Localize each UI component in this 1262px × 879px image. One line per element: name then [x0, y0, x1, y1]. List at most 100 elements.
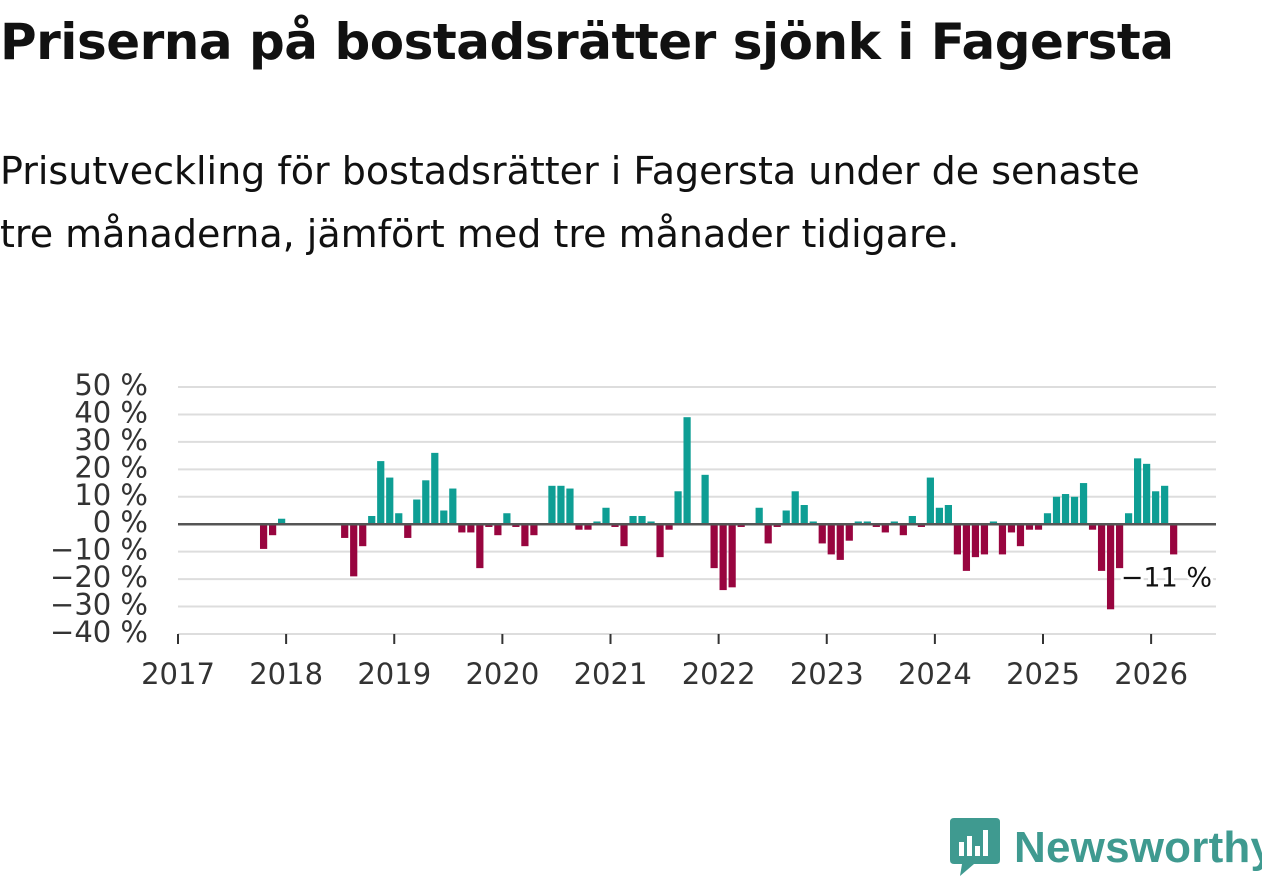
bar [1097, 524, 1106, 571]
bar [431, 452, 439, 525]
bar [611, 524, 619, 527]
bar [737, 524, 745, 527]
y-tick-label: −30 % [50, 588, 148, 622]
bar [503, 513, 511, 525]
bar [881, 524, 889, 533]
bar [710, 524, 718, 569]
bar [827, 524, 835, 555]
bar [413, 499, 421, 525]
bar [998, 524, 1007, 555]
bar [845, 524, 853, 541]
y-tick-label: 20 % [74, 450, 148, 484]
bar [548, 485, 556, 525]
bar [1143, 463, 1151, 525]
bar [584, 524, 592, 530]
bar [629, 515, 637, 525]
bar [962, 524, 971, 571]
y-tick-label: 0 % [93, 505, 148, 539]
bar [521, 524, 529, 547]
bar [404, 524, 412, 538]
bar [494, 524, 502, 536]
y-tick-label: 10 % [74, 478, 148, 512]
bar [422, 480, 430, 525]
bar [1052, 496, 1061, 525]
chart-subtitle: Prisutveckling för bostadsrätter i Fager… [0, 149, 1140, 256]
y-tick-label: −40 % [50, 615, 148, 649]
bar [764, 524, 772, 544]
x-tick-label: 2017 [141, 657, 215, 691]
x-tick-label: 2021 [574, 657, 648, 691]
y-tick-label: 40 % [74, 395, 148, 429]
bar [440, 510, 448, 525]
bar [656, 524, 664, 558]
annotations: −11 % [1118, 560, 1215, 597]
bar [791, 491, 799, 525]
bar [944, 505, 952, 525]
bar [1106, 524, 1115, 610]
bar [1152, 491, 1160, 525]
x-tick-label: 2022 [682, 657, 756, 691]
bar [278, 518, 286, 525]
bar [935, 507, 943, 525]
bar [566, 488, 574, 525]
bar [359, 524, 367, 547]
bar-chart: 50 %40 %30 %20 %10 %0 %−10 %−20 %−30 %−4… [50, 368, 1216, 691]
bar [980, 524, 989, 555]
bar [467, 524, 475, 533]
bar [1034, 524, 1043, 530]
bar [872, 524, 880, 527]
bar [575, 524, 583, 530]
bar [602, 507, 610, 525]
bar [620, 524, 628, 547]
bar [989, 521, 998, 525]
bar [458, 524, 466, 533]
bar [647, 521, 655, 525]
bar [1115, 524, 1124, 569]
bar [350, 524, 358, 577]
y-axis-labels: 50 %40 %30 %20 %10 %0 %−10 %−20 %−30 %−4… [50, 368, 148, 649]
bar [773, 524, 781, 527]
bar [638, 515, 646, 525]
bar [953, 524, 962, 555]
bar [701, 474, 709, 525]
bar [368, 515, 376, 525]
last-value-label: −11 % [1121, 563, 1212, 594]
x-tick-label: 2024 [898, 657, 972, 691]
bar [593, 521, 601, 525]
chart-title: Priserna på bostadsrätter sjönk i Fagers… [0, 13, 1174, 71]
bar [926, 477, 934, 525]
bar [557, 485, 565, 525]
bar [341, 524, 349, 538]
bar [719, 524, 727, 591]
bar [1170, 524, 1178, 555]
bar [395, 513, 403, 525]
bar [1061, 494, 1070, 525]
bar [854, 521, 862, 525]
bar [485, 524, 493, 527]
bar [476, 524, 484, 569]
bar [1088, 524, 1097, 530]
bar [917, 524, 925, 527]
x-tick-label: 2019 [357, 657, 431, 691]
newsworthy-logo: Newsworthy [950, 818, 1262, 878]
grid-lines [178, 386, 1216, 635]
bar [674, 491, 682, 525]
bar [971, 524, 980, 558]
bar [899, 524, 907, 536]
x-axis: 2017 2018 2019 2020 2021 2022 2023 2024 2025 2026 [141, 522, 1216, 691]
brand-name: Newsworthy [1014, 823, 1262, 872]
bar [728, 524, 736, 588]
x-tick-label: 2018 [249, 657, 323, 691]
y-tick-label: −20 % [50, 560, 148, 594]
x-tick-label: 2023 [790, 657, 864, 691]
bar [683, 417, 691, 525]
bar [1025, 524, 1034, 530]
bar [755, 507, 763, 525]
bar [530, 524, 538, 536]
bar [1043, 513, 1052, 525]
bar [836, 524, 844, 560]
x-tick-label: 2025 [1006, 657, 1080, 691]
newsworthy-logo-icon [950, 818, 1000, 876]
bar [818, 524, 826, 544]
bar [1161, 485, 1169, 525]
